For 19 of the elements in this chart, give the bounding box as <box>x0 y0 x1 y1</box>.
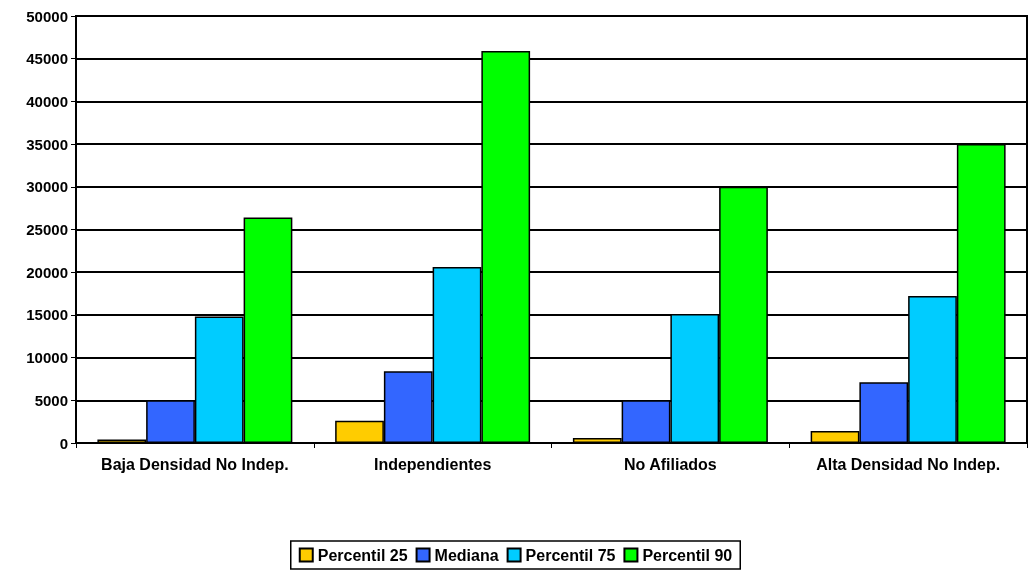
x-tick-label: Independientes <box>373 455 492 473</box>
y-tick-label: 15000 <box>26 306 68 324</box>
y-tick-label: 50000 <box>26 7 68 25</box>
legend-label: Mediana <box>434 546 499 564</box>
y-tick-label: 0 <box>59 434 68 452</box>
x-tick-label: Baja Densidad No Indep. <box>101 455 289 473</box>
y-tick-label: 40000 <box>26 92 68 110</box>
y-tick-label: 30000 <box>26 178 68 196</box>
legend-label: Percentil 90 <box>642 546 733 564</box>
y-tick-label: 20000 <box>26 263 68 281</box>
y-tick-label: 45000 <box>26 50 68 68</box>
y-tick-label: 10000 <box>26 349 68 367</box>
y-tick-label: 5000 <box>34 391 68 409</box>
y-tick-label: 35000 <box>26 135 68 153</box>
legend-label: Percentil 75 <box>525 546 616 564</box>
y-tick-label: 25000 <box>26 221 68 238</box>
x-tick-label: Alta Densidad No Indep. <box>816 455 1001 473</box>
legend-label: Percentil 25 <box>317 546 408 564</box>
x-tick-label: No Afiliados <box>624 455 717 473</box>
